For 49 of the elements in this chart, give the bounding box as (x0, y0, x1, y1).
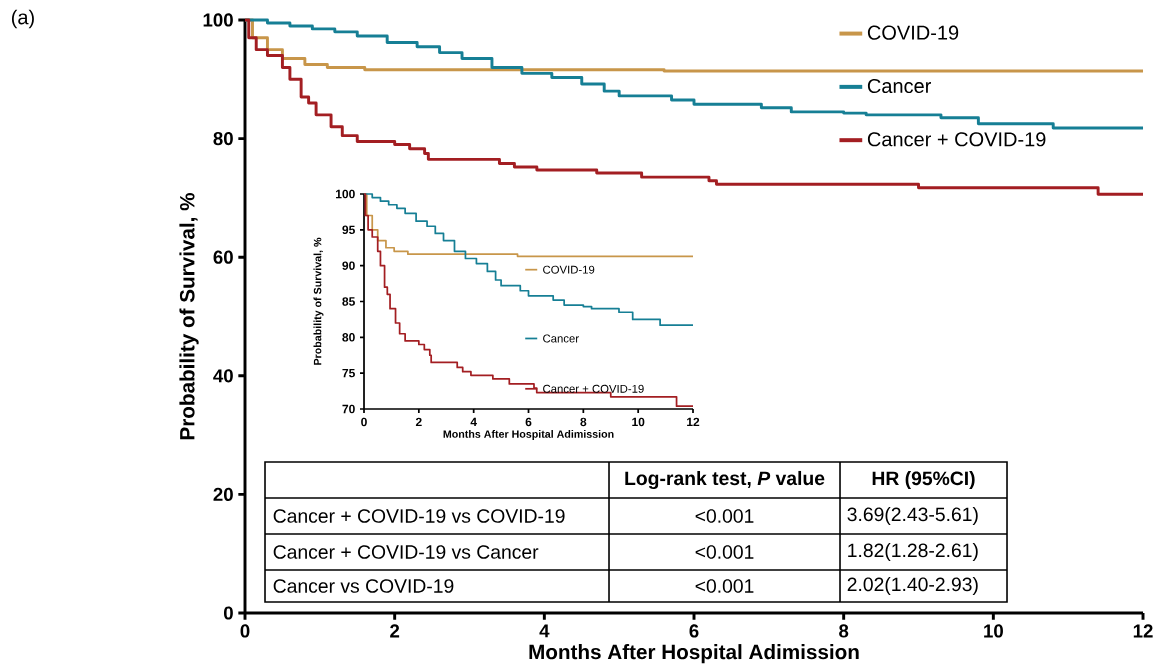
legend-label: Cancer (543, 334, 579, 343)
x-tick-label: 0 (361, 417, 367, 427)
x-axis-title: Months After Hospital Adimission (443, 430, 614, 440)
text: (a) (11, 9, 34, 29)
x-tick-label: 2 (415, 417, 422, 427)
legend-label: Cancer + COVID-19 (867, 132, 1046, 147)
annotation: 2.02(1.40-2.93) (847, 576, 978, 596)
annotation: <0.001 (695, 545, 754, 559)
y-tick-label: 75 (342, 368, 355, 378)
x-tick-label: 4 (539, 624, 550, 638)
y-tick-label: 85 (342, 297, 355, 306)
x-tick-label: 2 (390, 624, 400, 638)
x-tick-label: 0 (240, 624, 250, 638)
legend-label: COVID-19 (543, 265, 595, 274)
x-tick-label: 10 (984, 624, 1003, 638)
y-axis-title: Probability of Survival, % (313, 237, 324, 365)
x-tick-label: 8 (839, 624, 849, 638)
annotation: Log-rank test, P value (625, 470, 825, 490)
y-tick-label: 90 (342, 261, 355, 270)
annotation: <0.001 (695, 509, 754, 523)
y-tick-label: 100 (336, 189, 355, 199)
annotation: 1.82(1.28-2.61) (848, 542, 978, 562)
x-axis-title: Months After Hospital Adimission (529, 644, 859, 664)
y-tick-label: 80 (213, 131, 233, 146)
annotation: Cancer + COVID-19 vs COVID-19 (273, 509, 565, 523)
x-tick-label: 12 (1133, 624, 1153, 638)
annotation: HR (95%CI) (872, 470, 975, 490)
y-tick-label: 60 (213, 250, 233, 264)
y-axis-title: Probability of Survival, % (179, 193, 199, 440)
x-tick-label: 12 (687, 417, 700, 427)
x-tick-label: 8 (580, 417, 587, 427)
x-tick-label: 6 (689, 624, 699, 638)
x-tick-label: 6 (525, 417, 532, 427)
legend-label: COVID-19 (867, 25, 959, 40)
y-tick-label: 40 (213, 369, 233, 383)
x-tick-label: 4 (470, 417, 477, 426)
y-tick-label: 0 (223, 606, 233, 620)
annotation: Cancer + COVID-19 vs Cancer (273, 545, 539, 559)
y-tick-label: 70 (342, 404, 355, 414)
legend-label: Cancer (867, 78, 932, 94)
y-tick-label: 100 (203, 13, 233, 27)
x-tick-label: 10 (632, 417, 645, 427)
y-tick-label: 20 (213, 487, 233, 502)
annotation: <0.001 (695, 579, 754, 593)
annotation: 3.69(2.43-5.61) (847, 506, 978, 526)
y-tick-label: 95 (342, 225, 355, 235)
annotation: Cancer vs COVID-19 (273, 579, 454, 593)
y-tick-label: 80 (342, 333, 355, 342)
legend-label: Cancer + COVID-19 (543, 384, 644, 393)
